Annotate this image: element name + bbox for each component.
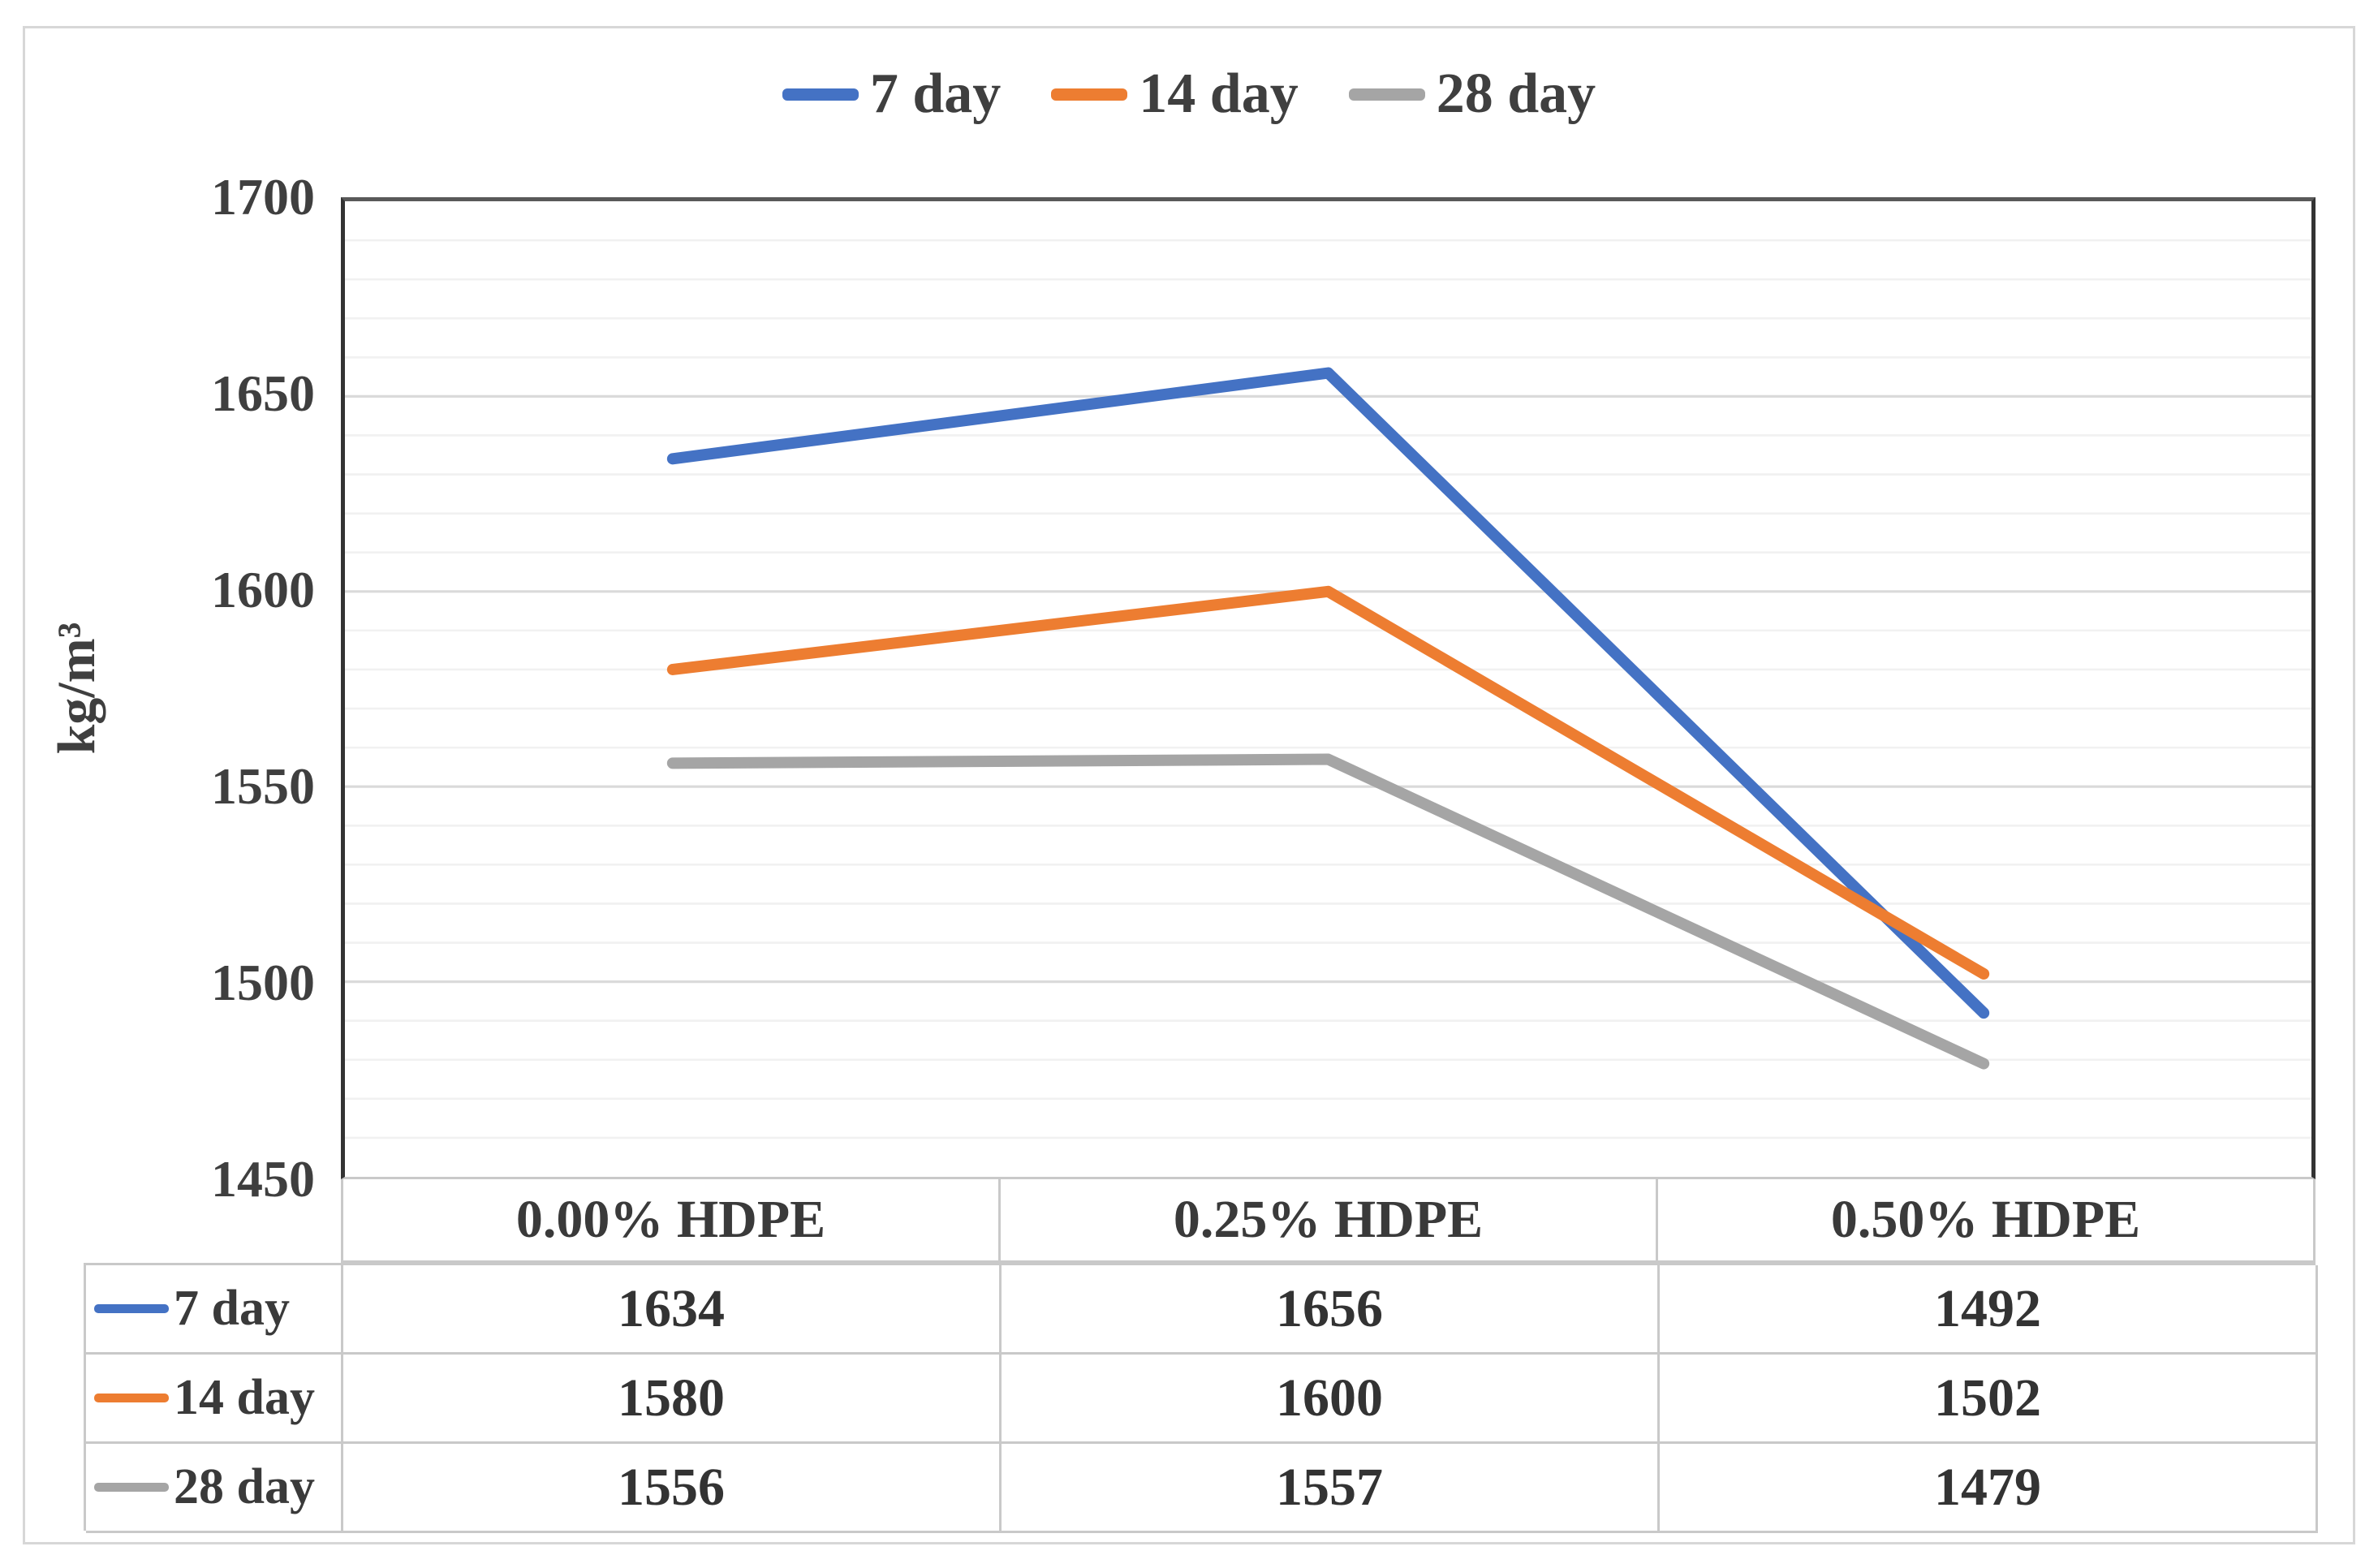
table-row-header-7-day: 7 day	[86, 1265, 343, 1355]
series-name-14-day: 14 day	[174, 1370, 315, 1425]
series-name-7-day: 7 day	[174, 1281, 290, 1336]
plot-area	[341, 197, 2316, 1179]
legend-item-28-day: 28 day	[1348, 62, 1596, 125]
y-tick-1600: 1600	[211, 561, 315, 618]
series-line-28-day	[666, 753, 1990, 1070]
series-name-28-day: 28 day	[174, 1459, 315, 1514]
figure-border	[23, 26, 2355, 1544]
data-table: 7 day 1634 1656 1492 14 day 1580 1600 15…	[84, 1263, 2318, 1533]
y-axis-ticks: 1700 1650 1600 1550 1500 1450	[0, 0, 315, 1568]
legend-swatch-28-day	[1348, 88, 1425, 101]
table-cell-7day-0.00: 1634	[343, 1265, 1002, 1355]
legend-label-7-day: 7 day	[869, 62, 1002, 125]
table-cell-7day-0.50: 1492	[1660, 1265, 2318, 1355]
legend: 7 day 14 day 28 day	[0, 55, 2378, 133]
table-row-header-28-day: 28 day	[86, 1444, 343, 1533]
series-swatch-14-day	[94, 1394, 169, 1402]
legend-swatch-14-day	[1051, 88, 1128, 101]
table-cell-28day-0.50: 1479	[1660, 1444, 2318, 1533]
series-swatch-28-day	[94, 1483, 169, 1492]
y-tick-1550: 1550	[211, 757, 315, 815]
legend-item-14-day: 14 day	[1051, 62, 1299, 125]
legend-label-28-day: 28 day	[1436, 62, 1596, 125]
table-cell-14day-0.00: 1580	[343, 1355, 1002, 1444]
series-swatch-7-day	[94, 1304, 169, 1313]
legend-label-14-day: 14 day	[1139, 62, 1299, 125]
y-tick-1500: 1500	[211, 954, 315, 1011]
category-header-row: 0.00% HDPE 0.25% HDPE 0.50% HDPE	[341, 1179, 2316, 1263]
y-tick-1700: 1700	[211, 168, 315, 226]
table-row-header-14-day: 14 day	[86, 1355, 343, 1444]
category-label-0.00-hdpe: 0.00% HDPE	[343, 1179, 1001, 1260]
y-tick-1450: 1450	[211, 1150, 315, 1208]
legend-item-7-day: 7 day	[782, 66, 1001, 123]
table-cell-14day-0.50: 1502	[1660, 1355, 2318, 1444]
y-tick-1650: 1650	[211, 364, 315, 422]
category-label-0.50-hdpe: 0.50% HDPE	[1658, 1179, 2316, 1260]
series-line-14-day	[666, 585, 1990, 980]
table-cell-28day-0.25: 1557	[1002, 1444, 1660, 1533]
series-line-7-day	[666, 367, 1990, 1019]
legend-swatch-7-day	[782, 88, 859, 101]
table-cell-7day-0.25: 1656	[1002, 1265, 1660, 1355]
table-cell-14day-0.25: 1600	[1002, 1355, 1660, 1444]
table-cell-28day-0.00: 1556	[343, 1444, 1002, 1533]
plot-svg	[345, 239, 2311, 1139]
category-label-0.25-hdpe: 0.25% HDPE	[1001, 1179, 1658, 1260]
